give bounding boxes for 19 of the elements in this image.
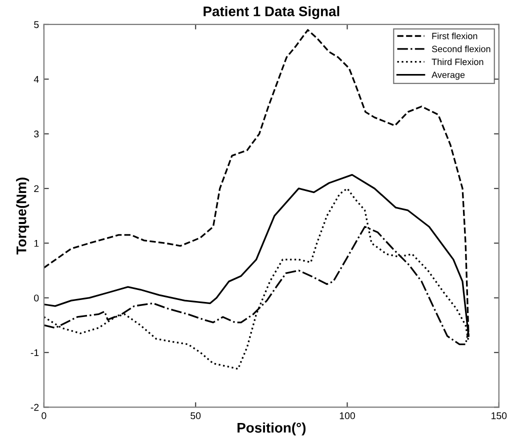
y-tick-label: 3: [34, 130, 39, 138]
y-tick-label: 2: [34, 185, 39, 192]
legend-label: Third Flexion: [432, 58, 484, 66]
y-tick-label: 4: [34, 76, 39, 83]
x-axis-title: Position(°): [238, 422, 306, 436]
legend-label: First flexion: [432, 32, 478, 40]
legend-label: Second flexion: [432, 46, 490, 52]
x-tick-label: 100: [340, 412, 355, 420]
y-tick-label: -2: [30, 404, 39, 411]
y-tick-label: 0: [34, 294, 39, 302]
x-tick-label: 0: [42, 412, 46, 420]
x-tick-label: 50: [190, 412, 201, 420]
legend-label: Average: [432, 72, 465, 80]
chart-title: Patient 1 Data Signal: [204, 6, 340, 20]
x-tick-label: 150: [492, 412, 507, 420]
y-tick-label: 1: [34, 240, 39, 247]
y-tick-label: 5: [34, 21, 39, 28]
y-tick-label: -1: [30, 349, 39, 356]
y-axis-title: Torque(Nm): [16, 178, 30, 254]
